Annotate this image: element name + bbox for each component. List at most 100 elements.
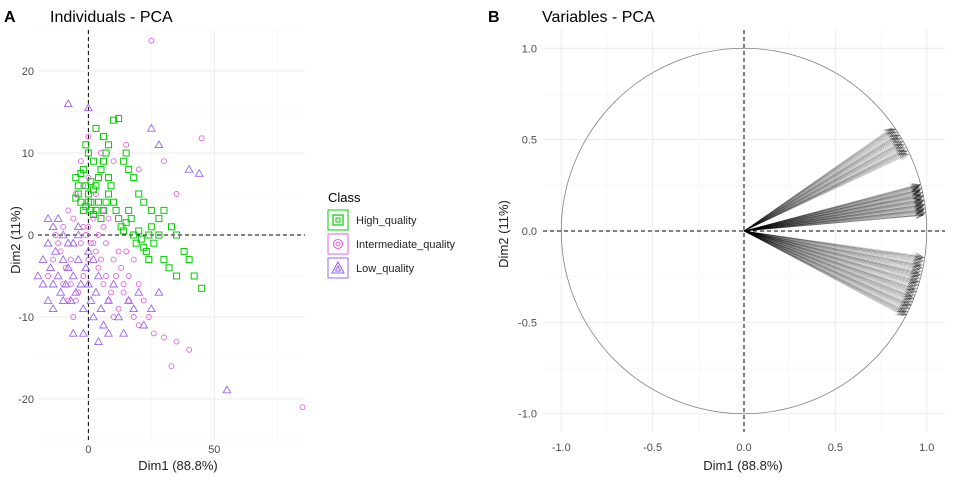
scatter-point-high_quality: [102, 149, 110, 157]
variable-arrow: [743, 150, 908, 232]
variable-arrow-head: [912, 270, 922, 276]
variable-arrow: [743, 150, 906, 232]
variable-arrow: [743, 191, 923, 232]
variable-arrow: [743, 205, 924, 232]
scatter-point-low_quality: [103, 328, 114, 337]
variable-arrow: [743, 186, 920, 232]
scatter-point-intermediate_quality: [98, 256, 104, 263]
variable-arrow-head: [911, 190, 920, 197]
panel-a-individuals-pca: A Individuals - PCA 0 50 -20 -10 0 10 20 Dim1 …: [4, 9, 456, 473]
scatter-point-high_quality: [115, 115, 123, 123]
variable-arrow-head: [912, 188, 922, 195]
scatter-point-low_quality: [73, 254, 83, 263]
panel-a-points: [33, 37, 306, 411]
variable-arrow-head: [914, 204, 924, 211]
variable-arrow: [743, 128, 896, 232]
scatter-point-intermediate_quality: [103, 240, 109, 247]
variable-arrow-head: [891, 134, 900, 142]
scatter-point-high_quality: [127, 215, 135, 223]
scatter-point-intermediate_quality: [125, 273, 132, 279]
variable-arrow-head: [901, 299, 911, 306]
variable-arrow: [743, 154, 909, 232]
scatter-point-intermediate_quality: [72, 191, 79, 197]
variable-arrow: [743, 211, 923, 232]
scatter-point-low_quality: [53, 213, 63, 222]
scatter-point-high_quality: [173, 272, 181, 280]
variable-arrow: [743, 143, 903, 232]
variable-arrow: [743, 207, 923, 232]
variable-arrow-head: [896, 144, 905, 151]
scatter-point-intermediate_quality: [92, 191, 99, 197]
scatter-point-low_quality: [53, 271, 63, 280]
scatter-point-low_quality: [73, 222, 83, 231]
correlation-circle: [560, 47, 928, 415]
scatter-point-low_quality: [83, 103, 93, 112]
scatter-point-low_quality: [91, 287, 101, 296]
scatter-point-intermediate_quality: [173, 191, 180, 197]
variable-arrow-head: [886, 128, 895, 136]
scatter-point-low_quality: [124, 295, 134, 304]
variable-arrow: [743, 230, 922, 272]
variable-arrow: [743, 230, 913, 294]
variable-arrow: [743, 187, 919, 232]
scatter-point-low_quality: [38, 279, 48, 288]
variable-arrow: [743, 128, 895, 232]
scatter-point-low_quality: [46, 263, 56, 272]
scatter-point-intermediate_quality: [130, 256, 137, 263]
scatter-point-low_quality: [68, 238, 78, 247]
scatter-point-intermediate_quality: [77, 240, 84, 247]
variable-arrow: [743, 195, 924, 232]
scatter-point-low_quality: [63, 99, 73, 108]
scatter-point-high_quality: [185, 256, 193, 264]
variable-arrow-head: [905, 292, 915, 299]
scatter-point-high_quality: [142, 247, 150, 255]
variable-arrow-head: [909, 277, 919, 284]
variable-arrow-head: [901, 302, 911, 309]
variable-arrow-head: [899, 305, 909, 312]
variable-arrow: [743, 230, 918, 286]
scatter-point-low_quality: [76, 279, 86, 288]
panel-b-title: Variables - PCA: [542, 9, 655, 26]
variable-arrow-head: [912, 193, 922, 200]
scatter-point-low_quality: [114, 312, 124, 321]
scatter-point-low_quality: [93, 336, 104, 345]
scatter-point-intermediate_quality: [110, 256, 117, 263]
variable-arrow-head: [882, 127, 892, 136]
variable-arrow-head: [903, 293, 913, 300]
variable-arrow: [743, 230, 915, 296]
variable-arrow: [743, 195, 921, 232]
scatter-point-intermediate_quality: [70, 314, 77, 320]
scatter-point-intermediate_quality: [150, 330, 157, 337]
scatter-point-intermediate_quality: [123, 141, 130, 148]
variable-arrow-head: [902, 299, 912, 306]
scatter-point-intermediate_quality: [100, 223, 107, 230]
variable-arrow-head: [911, 190, 921, 196]
variable-arrow-head: [897, 152, 907, 160]
scatter-point-high_quality: [125, 165, 133, 173]
variable-arrow: [743, 138, 902, 232]
variable-arrow: [743, 230, 916, 284]
variable-arrow: [743, 131, 895, 232]
scatter-point-intermediate_quality: [160, 158, 167, 165]
scatter-point-high_quality: [99, 157, 107, 165]
variable-arrow-head: [899, 300, 909, 307]
variable-arrow-head: [914, 209, 924, 216]
variable-arrow: [743, 230, 905, 316]
scatter-point-intermediate_quality: [45, 273, 52, 279]
scatter-point-intermediate_quality: [160, 334, 167, 341]
variable-arrow: [743, 199, 924, 232]
variable-arrow-head: [902, 294, 912, 301]
variable-arrow-head: [915, 256, 924, 263]
scatter-point-low_quality: [154, 287, 164, 296]
variable-arrow-head: [916, 202, 926, 209]
variable-arrow: [743, 230, 924, 262]
variable-arrow-head: [886, 131, 895, 139]
variable-arrow: [743, 230, 920, 270]
scatter-point-high_quality: [140, 198, 148, 206]
variable-arrow: [743, 230, 910, 309]
variable-arrow-head: [911, 270, 920, 277]
scatter-point-high_quality: [132, 239, 140, 247]
variable-arrow: [743, 135, 900, 232]
variable-arrow: [743, 206, 923, 232]
